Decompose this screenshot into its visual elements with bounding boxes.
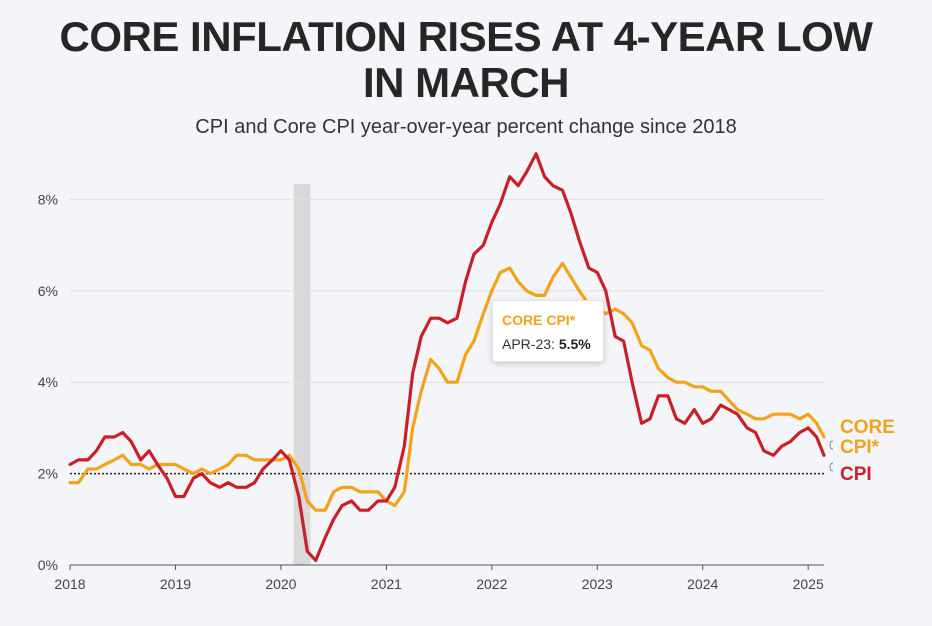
chart-title-line1: CORE INFLATION RISES AT 4-YEAR LOW — [59, 13, 873, 60]
y-tick-label: 2% — [38, 466, 58, 482]
x-tick-label: 2025 — [793, 576, 824, 592]
chart-title: CORE INFLATION RISES AT 4-YEAR LOW IN MA… — [0, 14, 932, 106]
core-cpi-end-label-line1: CORE — [840, 417, 895, 438]
y-tick-label: 6% — [38, 283, 58, 299]
tooltip-date-label: APR-23: — [502, 336, 559, 352]
chart-title-line2: IN MARCH — [363, 59, 569, 106]
core-cpi-series-line — [68, 261, 826, 512]
x-tick-label: 2024 — [687, 576, 718, 592]
y-tick-label: 0% — [38, 557, 58, 573]
cpi-series-line — [68, 152, 826, 562]
tooltip-row: APR-23: 5.5% — [502, 336, 603, 352]
y-tick-label: 4% — [38, 374, 58, 390]
cpi-end-label: CPI — [840, 464, 872, 485]
x-tick-label: 2023 — [582, 576, 613, 592]
chart-subtitle: CPI and Core CPI year-over-year percent … — [195, 116, 737, 138]
cpi-leader-mark — [829, 462, 834, 472]
x-tick-label: 2022 — [476, 576, 507, 592]
x-tick-label: 2021 — [371, 576, 402, 592]
core-cpi-end-label-line2: CPI* — [840, 437, 880, 458]
x-tick-label: 2018 — [54, 576, 85, 592]
y-tick-label: 8% — [38, 191, 58, 207]
x-tick-label: 2019 — [160, 576, 191, 592]
tooltip-value: 5.5% — [558, 336, 591, 352]
core-leader-mark — [829, 440, 834, 450]
core-cpi-tooltip: CORE CPI* APR-23: 5.5% — [492, 300, 604, 362]
tooltip-series-name: CORE CPI* — [502, 312, 576, 328]
x-tick-label: 2020 — [265, 576, 296, 592]
